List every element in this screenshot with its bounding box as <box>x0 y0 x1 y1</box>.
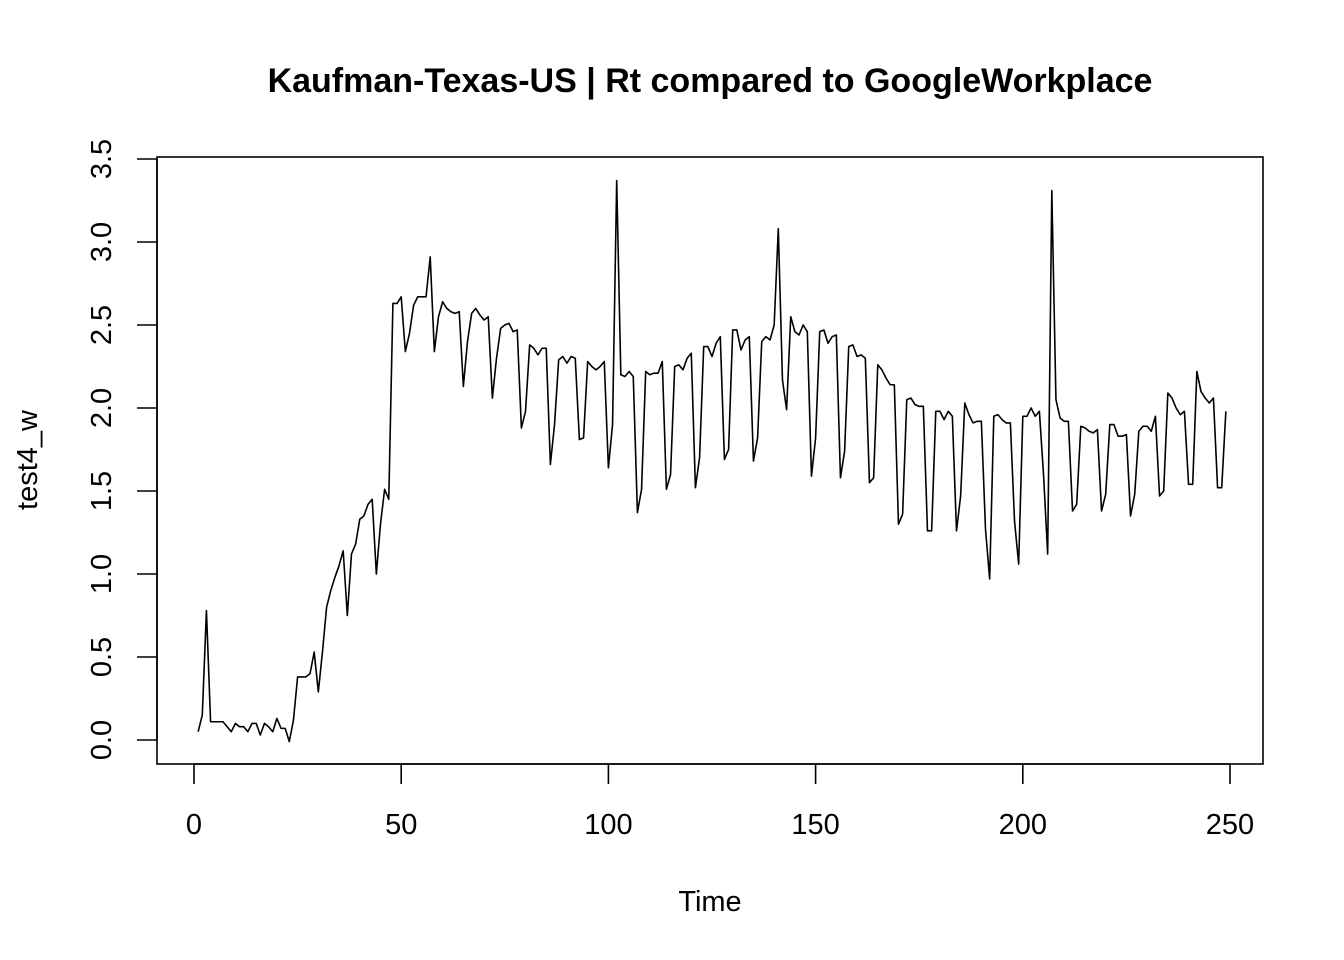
x-tick-label: 150 <box>791 809 839 841</box>
plot-frame <box>156 156 1264 765</box>
y-tick-label: 3.5 <box>86 139 118 179</box>
x-axis-label: Time <box>678 886 741 918</box>
x-tick-label: 200 <box>999 809 1047 841</box>
x-axis: 0 50 100 150 200 250 <box>186 763 1254 841</box>
x-tick-label: 100 <box>584 809 632 841</box>
y-tick-label: 1.5 <box>86 471 118 511</box>
y-tick-label: 1.0 <box>86 554 118 594</box>
chart-title: Kaufman-Texas-US | Rt compared to Google… <box>268 62 1153 100</box>
series-line <box>197 179 1227 743</box>
y-tick-label: 0.0 <box>86 720 118 760</box>
y-tick-label: 3.0 <box>86 222 118 262</box>
y-tick-label: 2.0 <box>86 388 118 428</box>
y-axis: 0.0 0.5 1.0 1.5 2.0 2.5 3.0 3.5 <box>86 139 158 760</box>
x-tick-label: 0 <box>186 809 202 841</box>
x-tick-label: 50 <box>385 809 417 841</box>
y-axis-label: test4_w <box>12 409 44 510</box>
x-tick-label: 250 <box>1206 809 1254 841</box>
y-tick-label: 2.5 <box>86 305 118 345</box>
y-tick-label: 0.5 <box>86 637 118 677</box>
